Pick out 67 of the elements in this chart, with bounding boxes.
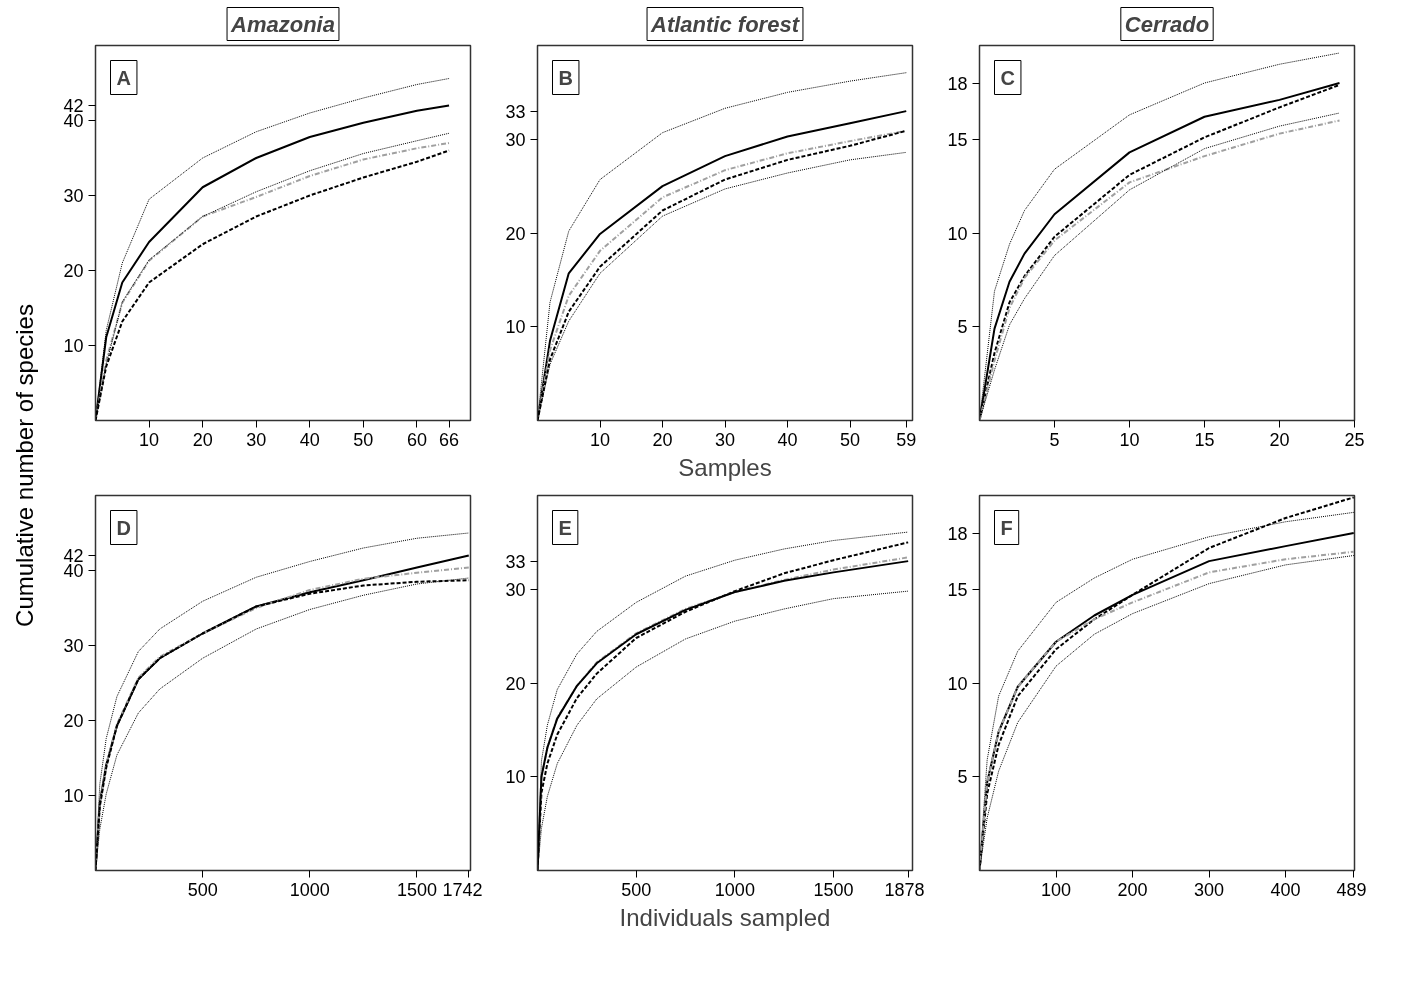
y-tick-label: 10 bbox=[505, 767, 526, 788]
y-tick-label: 33 bbox=[505, 101, 526, 122]
y-tick-label: 20 bbox=[505, 673, 526, 694]
x-tick-label: 1000 bbox=[714, 879, 755, 900]
y-tick-label: 5 bbox=[957, 767, 968, 788]
y-tick-label: 20 bbox=[63, 261, 84, 281]
x-tick-label: 15 bbox=[1194, 429, 1215, 450]
x-axis-title: Samples bbox=[678, 453, 772, 481]
y-tick-label: 10 bbox=[947, 673, 968, 694]
x-tick-label: 489 bbox=[1336, 879, 1367, 900]
y-tick-label: 30 bbox=[63, 636, 84, 656]
x-tick-label: 59 bbox=[896, 429, 917, 450]
annotation: B bbox=[558, 66, 573, 89]
x-tick-label: 5 bbox=[1049, 429, 1060, 450]
x-tick-label: 66 bbox=[439, 429, 460, 450]
x-tick-label: 500 bbox=[187, 879, 218, 900]
x-tick-label: 40 bbox=[299, 429, 320, 450]
x-tick-label: 300 bbox=[1194, 879, 1225, 900]
y-tick-label: 30 bbox=[63, 186, 84, 206]
y-tick-label: 10 bbox=[505, 317, 526, 338]
y-tick-label: 20 bbox=[63, 711, 84, 731]
annotation: D bbox=[116, 516, 131, 539]
x-tick-label: 1500 bbox=[813, 879, 854, 900]
x-tick-label: 10 bbox=[139, 429, 160, 450]
x-tick-label: 1500 bbox=[396, 879, 437, 900]
x-tick-label: 10 bbox=[589, 429, 611, 450]
y-tick-label: 30 bbox=[505, 129, 526, 150]
x-tick-label: 500 bbox=[621, 879, 652, 900]
x-tick-label: 40 bbox=[777, 429, 798, 450]
y-tick-label: 30 bbox=[505, 579, 526, 600]
y-tick-label: 15 bbox=[947, 129, 968, 150]
x-tick-label: 1878 bbox=[884, 879, 925, 900]
x-tick-label: 25 bbox=[1344, 429, 1365, 450]
x-tick-label: 60 bbox=[406, 429, 427, 450]
chart-title: Amazonia bbox=[230, 11, 335, 37]
y-tick-label: 33 bbox=[505, 551, 526, 572]
x-tick-label: 1000 bbox=[289, 879, 330, 900]
annotation: A bbox=[116, 66, 131, 89]
y-tick-label: 40 bbox=[63, 561, 84, 581]
y-tick-label: 18 bbox=[947, 523, 968, 544]
y-tick-label: 10 bbox=[63, 786, 84, 806]
chart-title: Cerrado bbox=[1124, 11, 1210, 37]
x-tick-label: 30 bbox=[714, 429, 736, 450]
x-tick-label: 20 bbox=[652, 429, 673, 450]
y-tick-label: 15 bbox=[947, 579, 968, 600]
x-tick-label: 50 bbox=[353, 429, 374, 450]
y-axis-title: Cumulative number of species bbox=[11, 304, 38, 627]
x-tick-label: 400 bbox=[1270, 879, 1301, 900]
x-tick-label: 50 bbox=[839, 429, 861, 450]
y-tick-label: 18 bbox=[947, 73, 968, 94]
x-tick-label: 100 bbox=[1041, 879, 1072, 900]
x-tick-label: 20 bbox=[1269, 429, 1290, 450]
x-tick-label: 20 bbox=[192, 429, 213, 450]
chart-title: Atlantic forest bbox=[650, 11, 801, 37]
x-tick-label: 1742 bbox=[442, 879, 483, 900]
x-tick-label: 200 bbox=[1117, 879, 1148, 900]
x-axis-title: Individuals sampled bbox=[619, 903, 831, 931]
x-tick-label: 30 bbox=[246, 429, 267, 450]
x-tick-label: 10 bbox=[1119, 429, 1140, 450]
annotation: E bbox=[558, 516, 572, 539]
y-tick-label: 40 bbox=[63, 111, 84, 131]
y-tick-label: 10 bbox=[947, 223, 968, 244]
y-tick-label: 10 bbox=[63, 336, 84, 356]
annotation: C bbox=[1000, 66, 1015, 89]
y-tick-label: 20 bbox=[505, 223, 526, 244]
annotation: F bbox=[1000, 516, 1013, 539]
y-tick-label: 5 bbox=[957, 317, 968, 338]
